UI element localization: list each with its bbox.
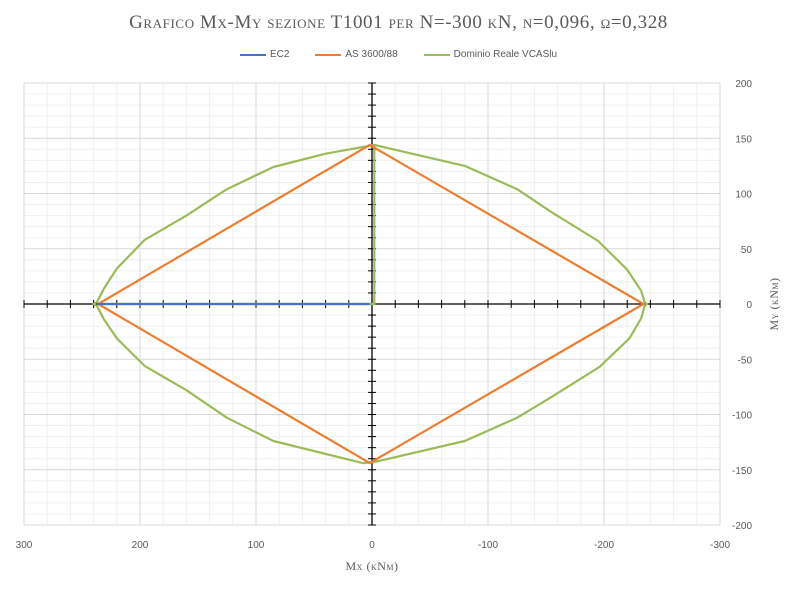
x-tick-label: -300 <box>710 540 730 551</box>
x-tick-label: -100 <box>478 540 498 551</box>
legend-item: AS 3600/88 <box>315 49 398 60</box>
legend-item: EC2 <box>239 49 290 60</box>
legend: EC2 AS 3600/88 Dominio Reale VCASlu <box>0 49 797 60</box>
x-axis-title: Mx (kNm) <box>346 559 399 573</box>
chart-title: Grafico Mx-My sezione T1001 per N=-300 k… <box>129 12 668 33</box>
x-tick-label: 100 <box>248 540 265 551</box>
y-tick-label: 100 <box>735 190 752 201</box>
series-line-dominio-reale-vcaslu <box>92 143 648 465</box>
legend-swatch <box>315 53 342 56</box>
y-tick-label: -200 <box>732 521 752 532</box>
legend-label: Dominio Reale VCASlu <box>453 49 558 60</box>
y-tick-label: 0 <box>746 300 752 311</box>
y-tick-label: -100 <box>732 411 752 422</box>
legend-label: EC2 <box>269 49 290 60</box>
y-tick-label: -150 <box>732 466 752 477</box>
y-tick-label: 150 <box>735 134 752 145</box>
x-tick-label: 200 <box>132 540 149 551</box>
y-tick-label: 200 <box>735 79 752 90</box>
x-tick-label: 300 <box>16 540 33 551</box>
legend-item: Dominio Reale VCASlu <box>423 49 558 60</box>
series-line-as-3600-88 <box>97 143 645 465</box>
y-tick-label: 50 <box>741 245 753 256</box>
legend-swatch <box>239 53 266 56</box>
x-tick-label: 0 <box>369 540 375 551</box>
legend-swatch <box>423 53 450 56</box>
x-tick-label: -200 <box>594 540 614 551</box>
legend-label: AS 3600/88 <box>345 49 398 60</box>
y-tick-label: -50 <box>738 355 753 366</box>
y-axis-title: My (kNm) <box>767 278 781 331</box>
